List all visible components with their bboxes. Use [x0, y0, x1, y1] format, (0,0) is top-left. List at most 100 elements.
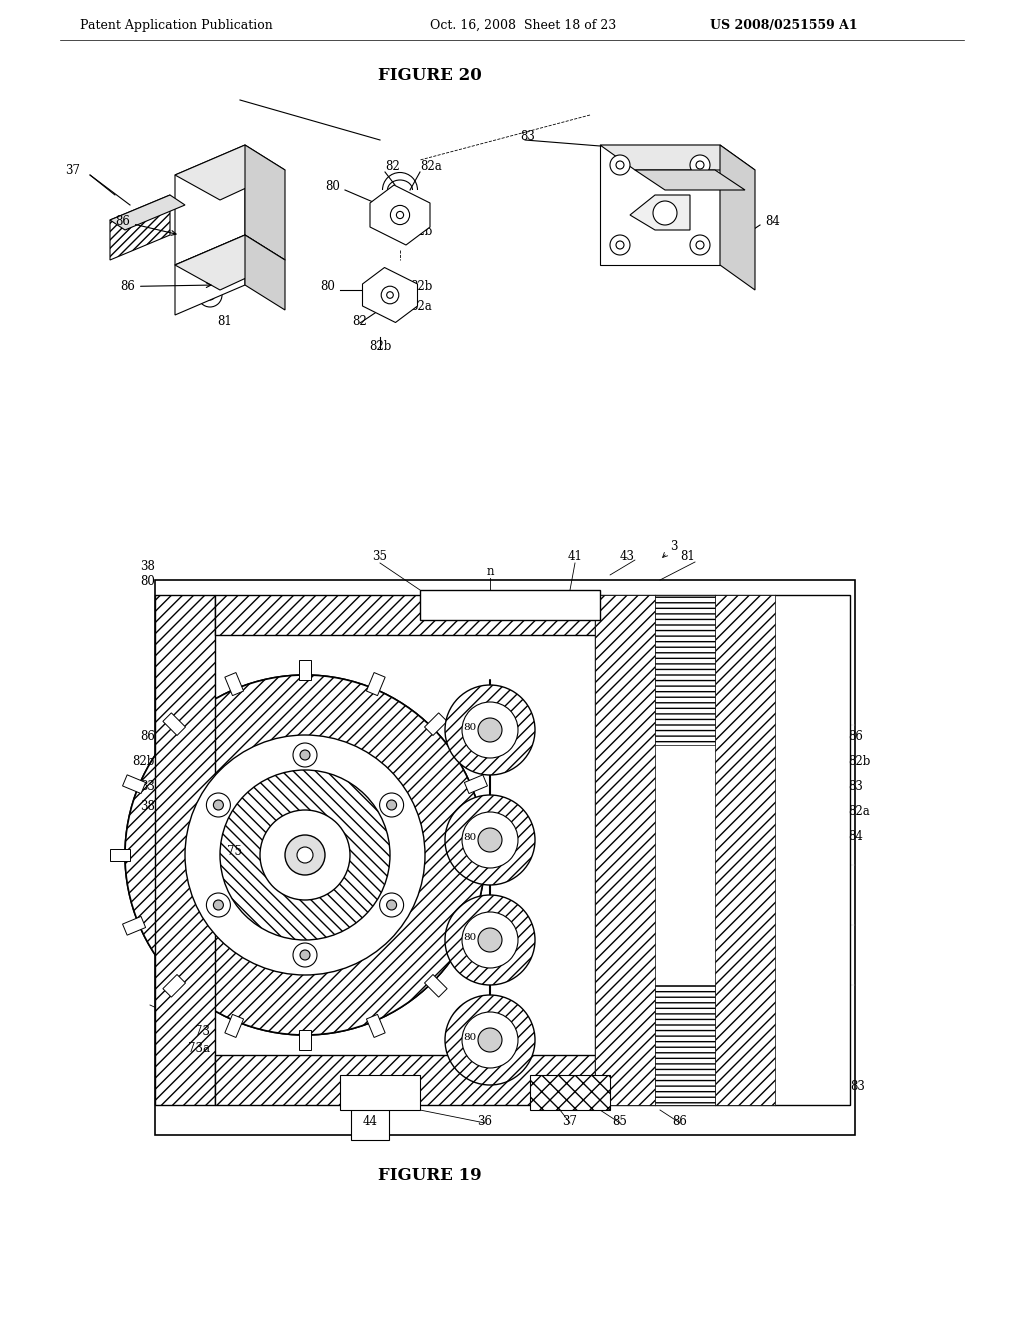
Circle shape [696, 242, 705, 249]
Polygon shape [175, 235, 245, 315]
Text: 38: 38 [140, 560, 155, 573]
Polygon shape [245, 145, 285, 260]
Circle shape [297, 847, 313, 863]
Circle shape [205, 210, 215, 220]
Text: 44: 44 [362, 1115, 378, 1129]
Text: 86: 86 [115, 215, 176, 235]
Bar [155, 579, 855, 1135]
Circle shape [250, 271, 270, 290]
Text: 80: 80 [464, 933, 476, 942]
Bar [420, 590, 600, 620]
Circle shape [125, 675, 485, 1035]
Text: Patent Application Publication: Patent Application Publication [80, 18, 272, 32]
Text: 82: 82 [385, 160, 399, 173]
Polygon shape [635, 170, 745, 190]
Text: 35: 35 [373, 550, 387, 564]
Bar [655, 595, 715, 744]
Circle shape [381, 286, 398, 304]
Polygon shape [163, 974, 185, 997]
Circle shape [478, 828, 502, 851]
Text: FIGURE 19: FIGURE 19 [378, 1167, 482, 1184]
Text: 82a: 82a [420, 160, 441, 173]
Polygon shape [630, 195, 690, 230]
Bar [715, 595, 775, 1105]
Text: 37: 37 [65, 164, 80, 177]
Circle shape [462, 702, 518, 758]
Polygon shape [110, 849, 130, 861]
Text: 73a: 73a [188, 1041, 210, 1055]
Bar [340, 1074, 420, 1110]
Polygon shape [175, 145, 245, 265]
Circle shape [293, 743, 317, 767]
Circle shape [285, 836, 325, 875]
Circle shape [478, 1028, 502, 1052]
Bar [215, 1055, 595, 1105]
Circle shape [207, 793, 230, 817]
Text: 73: 73 [195, 1026, 210, 1038]
Circle shape [610, 235, 630, 255]
Polygon shape [480, 849, 500, 861]
Polygon shape [362, 268, 418, 322]
Bar [215, 595, 595, 635]
Polygon shape [225, 1014, 244, 1038]
Text: 82b: 82b [410, 280, 432, 293]
Circle shape [300, 750, 310, 760]
Circle shape [610, 154, 630, 176]
Text: 82b: 82b [133, 755, 155, 768]
Circle shape [390, 206, 410, 224]
Circle shape [125, 675, 485, 1035]
Circle shape [198, 203, 222, 227]
Polygon shape [425, 713, 447, 735]
Polygon shape [225, 673, 244, 696]
Circle shape [445, 895, 535, 985]
Bar [530, 1074, 610, 1110]
Circle shape [213, 900, 223, 909]
Circle shape [213, 800, 223, 810]
Polygon shape [123, 775, 145, 793]
Bar [595, 595, 655, 1105]
Circle shape [445, 795, 535, 884]
Text: 82b: 82b [410, 224, 432, 238]
Polygon shape [600, 145, 720, 265]
Text: 37: 37 [562, 1115, 578, 1129]
Text: 3: 3 [663, 540, 678, 557]
Circle shape [300, 950, 310, 960]
Text: 36: 36 [477, 1115, 493, 1129]
Polygon shape [464, 775, 487, 793]
Text: n: n [486, 565, 494, 578]
Circle shape [380, 894, 403, 917]
Text: 86: 86 [673, 1115, 687, 1129]
Polygon shape [175, 145, 285, 201]
Circle shape [380, 793, 403, 817]
Circle shape [462, 912, 518, 968]
Circle shape [207, 894, 230, 917]
Circle shape [690, 235, 710, 255]
Polygon shape [370, 185, 430, 246]
Bar [155, 595, 215, 1105]
Text: 82a: 82a [848, 805, 869, 818]
Circle shape [696, 161, 705, 169]
Text: 83: 83 [520, 129, 535, 143]
Circle shape [387, 292, 393, 298]
Text: 85: 85 [612, 1115, 628, 1129]
Text: 80: 80 [464, 1034, 476, 1041]
Circle shape [478, 718, 502, 742]
Circle shape [653, 201, 677, 224]
Circle shape [387, 800, 396, 810]
Polygon shape [367, 1014, 385, 1038]
Text: 80: 80 [140, 576, 155, 587]
Circle shape [293, 942, 317, 968]
Text: 82: 82 [352, 315, 368, 327]
Text: 83: 83 [140, 780, 155, 793]
Circle shape [185, 735, 425, 975]
Polygon shape [163, 713, 185, 735]
Circle shape [220, 770, 390, 940]
Circle shape [198, 282, 222, 308]
Polygon shape [600, 145, 755, 170]
Polygon shape [299, 660, 311, 680]
Polygon shape [367, 673, 385, 696]
Circle shape [396, 211, 403, 219]
Polygon shape [425, 974, 447, 997]
Text: 75: 75 [227, 845, 243, 858]
Polygon shape [464, 916, 487, 935]
